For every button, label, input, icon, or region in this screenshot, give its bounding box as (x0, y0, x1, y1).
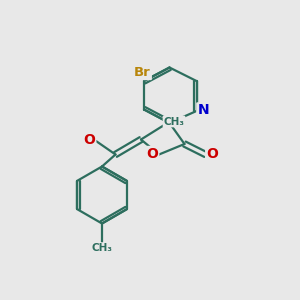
Text: CH₃: CH₃ (92, 243, 112, 253)
Text: O: O (206, 147, 218, 161)
Text: O: O (146, 147, 158, 161)
Text: Br: Br (134, 66, 151, 79)
Text: O: O (83, 134, 95, 147)
Text: N: N (197, 103, 209, 117)
Text: CH₃: CH₃ (164, 116, 184, 127)
